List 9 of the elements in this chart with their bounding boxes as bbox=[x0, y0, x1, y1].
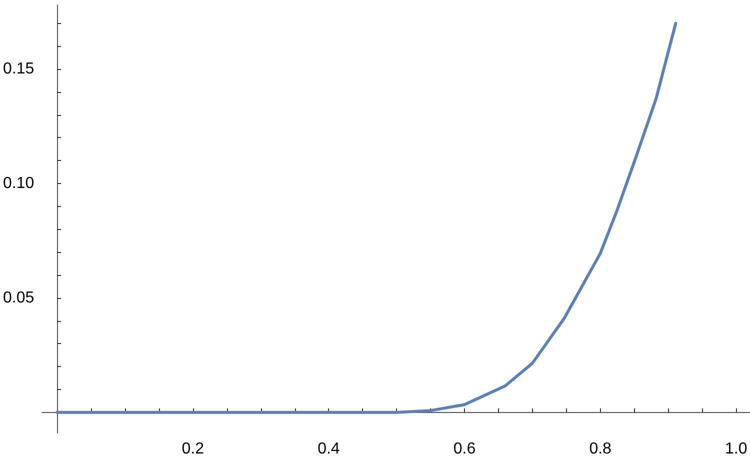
x-tick-label: 0.2 bbox=[182, 440, 204, 457]
y-tick-label: 0.15 bbox=[3, 60, 34, 78]
x-tick-label: 0.4 bbox=[318, 440, 340, 457]
y-tick-label: 0.05 bbox=[3, 289, 34, 306]
x-tick-label: 0.8 bbox=[589, 440, 612, 457]
x-tick-label: 1.0 bbox=[725, 440, 748, 457]
y-tick-label: 0.10 bbox=[3, 175, 34, 192]
x-tick-label: 0.6 bbox=[453, 440, 476, 457]
line-series bbox=[56, 22, 678, 414]
